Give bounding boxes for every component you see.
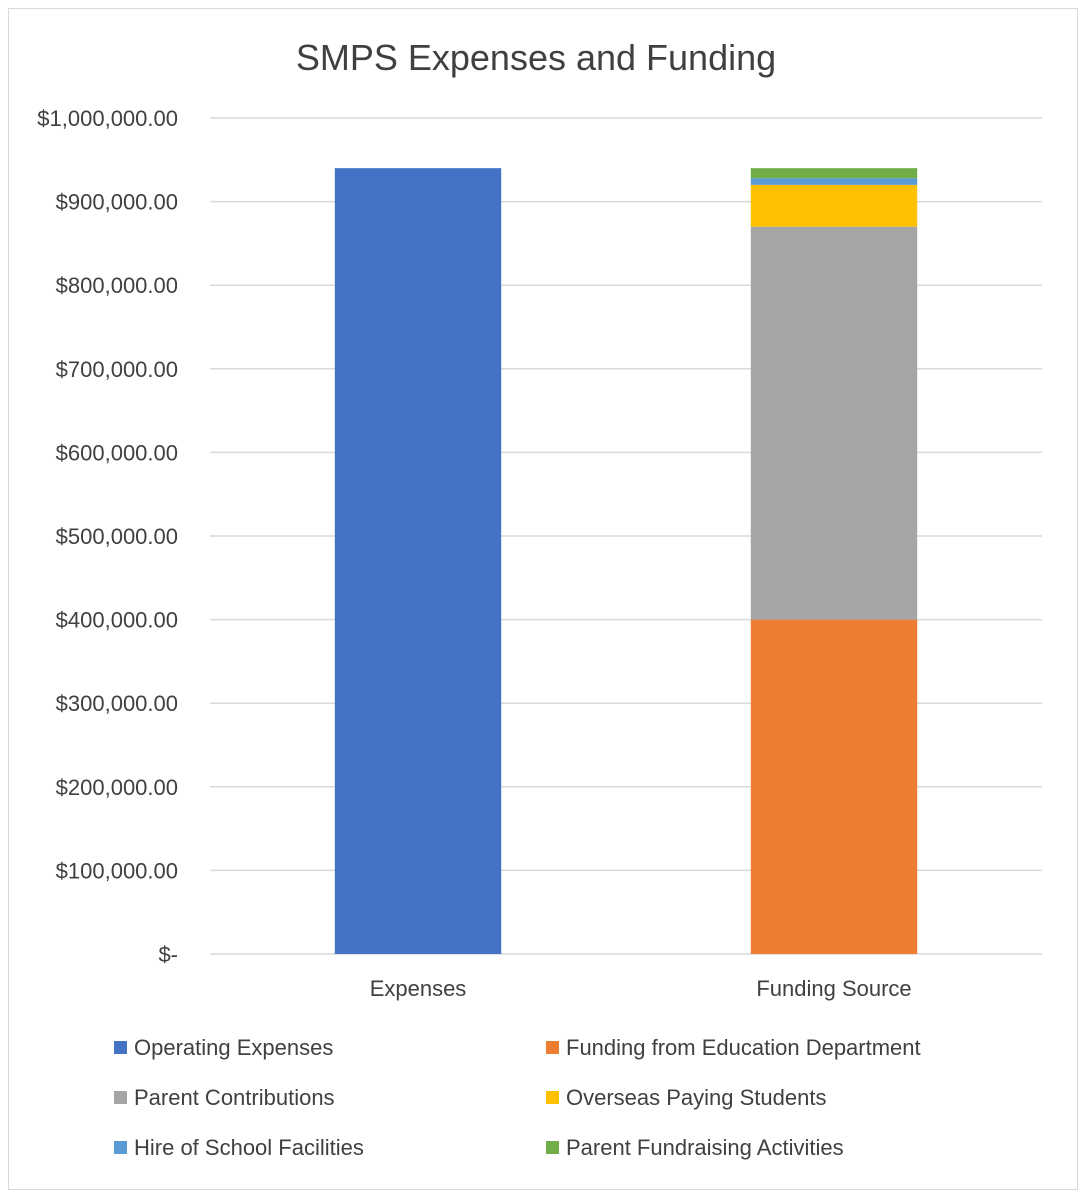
- bar-segment: [750, 619, 918, 954]
- legend-item: Parent Contributions: [114, 1085, 335, 1110]
- legend-swatch: [114, 1091, 127, 1104]
- y-tick-label: $800,000.00: [56, 273, 178, 298]
- legend-item: Hire of School Facilities: [114, 1135, 364, 1160]
- bar-segment: [334, 168, 502, 954]
- y-tick-label: $400,000.00: [56, 608, 178, 633]
- y-tick-label: $600,000.00: [56, 440, 178, 465]
- y-tick-label: $200,000.00: [56, 775, 178, 800]
- legend: Operating Expenses Funding from Education…: [114, 1035, 921, 1160]
- bars: [334, 168, 918, 954]
- y-axis-tick-labels: $- $100,000.00 $200,000.00 $300,000.00 $400,…: [37, 106, 178, 967]
- bar-segment: [750, 168, 918, 179]
- y-tick-label: $900,000.00: [56, 190, 178, 215]
- legend-swatch: [546, 1041, 559, 1054]
- y-tick-label: $700,000.00: [56, 357, 178, 382]
- legend-swatch: [114, 1141, 127, 1154]
- legend-label: Parent Contributions: [134, 1085, 335, 1110]
- x-tick-label: Expenses: [370, 976, 467, 1001]
- legend-item: Overseas Paying Students: [546, 1085, 826, 1110]
- legend-label: Overseas Paying Students: [566, 1085, 826, 1110]
- x-axis-tick-labels: Expenses Funding Source: [370, 976, 912, 1001]
- chart-title: SMPS Expenses and Funding: [296, 37, 776, 78]
- legend-label: Operating Expenses: [134, 1035, 333, 1060]
- bar-segment: [750, 184, 918, 227]
- x-tick-label: Funding Source: [756, 976, 911, 1001]
- legend-swatch: [546, 1141, 559, 1154]
- legend-swatch: [546, 1091, 559, 1104]
- bar-segment: [750, 226, 918, 620]
- legend-item: Operating Expenses: [114, 1035, 333, 1060]
- bar-segment: [750, 178, 918, 185]
- y-tick-label: $1,000,000.00: [37, 106, 178, 131]
- legend-item: Funding from Education Department: [546, 1035, 921, 1060]
- legend-label: Funding from Education Department: [566, 1035, 921, 1060]
- legend-item: Parent Fundraising Activities: [546, 1135, 844, 1160]
- legend-swatch: [114, 1041, 127, 1054]
- y-tick-label: $100,000.00: [56, 858, 178, 883]
- y-tick-label: $300,000.00: [56, 691, 178, 716]
- legend-label: Parent Fundraising Activities: [566, 1135, 844, 1160]
- legend-label: Hire of School Facilities: [134, 1135, 364, 1160]
- y-tick-label: $500,000.00: [56, 524, 178, 549]
- y-tick-label: $-: [158, 942, 178, 967]
